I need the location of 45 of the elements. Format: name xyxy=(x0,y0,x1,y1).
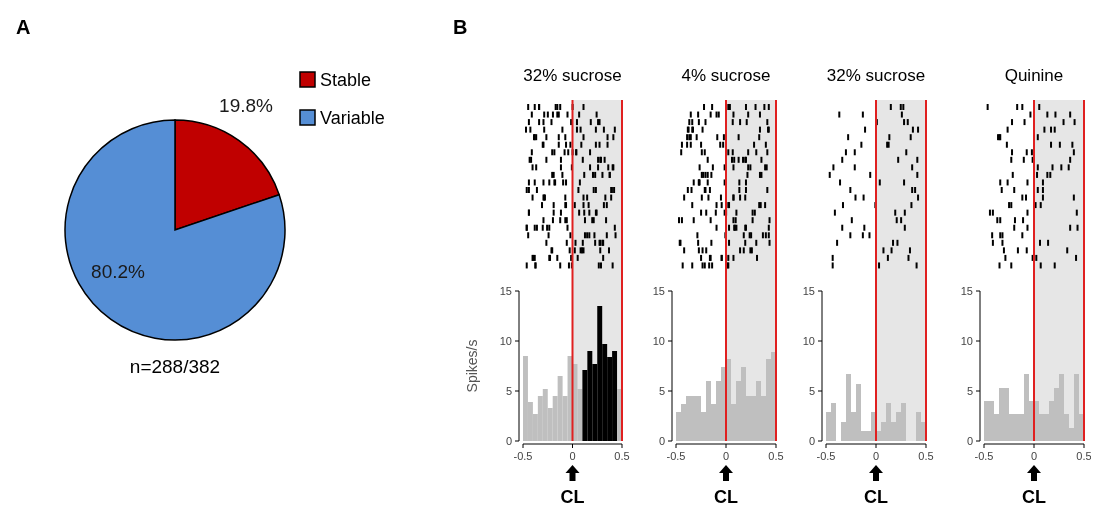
x-tick-label: -0.5 xyxy=(513,450,533,462)
data-label: 80.2% xyxy=(91,261,146,282)
y-tick-label: 10 xyxy=(499,335,512,347)
y-tick-label: 5 xyxy=(505,385,512,397)
y-tick-label: 10 xyxy=(960,335,973,347)
text: CL xyxy=(1022,487,1046,507)
text: CL xyxy=(560,487,585,507)
y-tick-label: 15 xyxy=(802,285,815,297)
x-tick-label: 0 xyxy=(1030,450,1038,462)
y-axis-title: Spikes/s xyxy=(464,339,480,393)
x-tick-label: 0.5 xyxy=(614,450,630,462)
data-label: 19.8% xyxy=(219,95,274,116)
x-tick-label: -0.5 xyxy=(974,450,994,462)
chart-title: 32% sucrose xyxy=(523,66,622,85)
y-tick-label: 15 xyxy=(960,285,973,297)
y-tick-label: 0 xyxy=(505,435,512,447)
x-tick-label: -0.5 xyxy=(666,450,686,462)
y-tick-label: 0 xyxy=(658,435,665,447)
y-tick-label: 10 xyxy=(652,335,665,347)
x-tick-label: 0 xyxy=(872,450,880,462)
legend-label: Variable xyxy=(320,108,385,128)
y-tick-label: 15 xyxy=(499,285,512,297)
x-tick-label: 0.5 xyxy=(768,450,784,462)
chart-title: 32% sucrose xyxy=(826,66,926,85)
chart-title: Quinine xyxy=(1004,66,1064,85)
y-tick-label: 5 xyxy=(808,385,815,397)
text: n=288/382 xyxy=(129,356,221,377)
text: CL xyxy=(864,487,888,507)
x-tick-label: 0 xyxy=(569,450,576,462)
x-tick-label: 0.5 xyxy=(918,450,934,462)
y-tick-label: 10 xyxy=(802,335,815,347)
y-tick-label: 0 xyxy=(966,435,973,447)
x-tick-label: 0 xyxy=(722,450,730,462)
text: A xyxy=(16,16,31,38)
x-tick-label: 0.5 xyxy=(1076,450,1092,462)
y-tick-label: 5 xyxy=(966,385,973,397)
y-tick-label: 15 xyxy=(652,285,665,297)
chart-title: 4% sucrose xyxy=(681,66,771,85)
pie-slice xyxy=(64,119,286,341)
y-tick-label: 5 xyxy=(658,385,665,397)
y-tick-label: 0 xyxy=(808,435,815,447)
text: B xyxy=(453,16,468,38)
legend-label: Stable xyxy=(320,70,372,90)
x-tick-label: -0.5 xyxy=(816,450,836,462)
text: CL xyxy=(714,487,738,507)
